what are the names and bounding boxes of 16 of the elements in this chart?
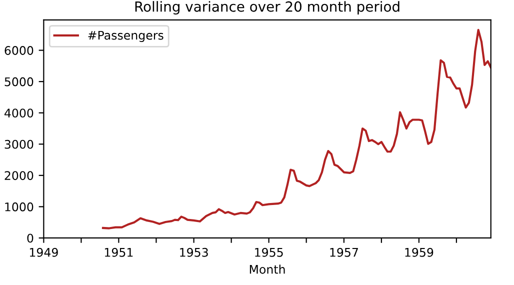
x-axis-title: Month	[250, 264, 285, 274]
x-tick-label: 1949	[30, 248, 58, 257]
y-tick-label: 5000	[4, 77, 34, 86]
legend-label: #Passengers	[88, 30, 164, 42]
x-tick-label: 1953	[180, 248, 208, 257]
x-tick-label: 1959	[405, 248, 434, 257]
chart-title: Rolling variance over 20 month period	[135, 1, 400, 15]
y-tick-label: 1000	[5, 202, 34, 212]
y-tick-label: 4000	[4, 108, 34, 118]
x-tick-label: 1957	[330, 248, 358, 257]
y-tick-label: 0	[27, 234, 34, 243]
y-tick-label: 3000	[4, 140, 34, 149]
y-tick-label: 2000	[4, 171, 34, 180]
x-tick-label: 1955	[255, 248, 283, 257]
y-tick-label: 6000	[4, 46, 34, 55]
x-tick-label: 1951	[104, 248, 133, 257]
